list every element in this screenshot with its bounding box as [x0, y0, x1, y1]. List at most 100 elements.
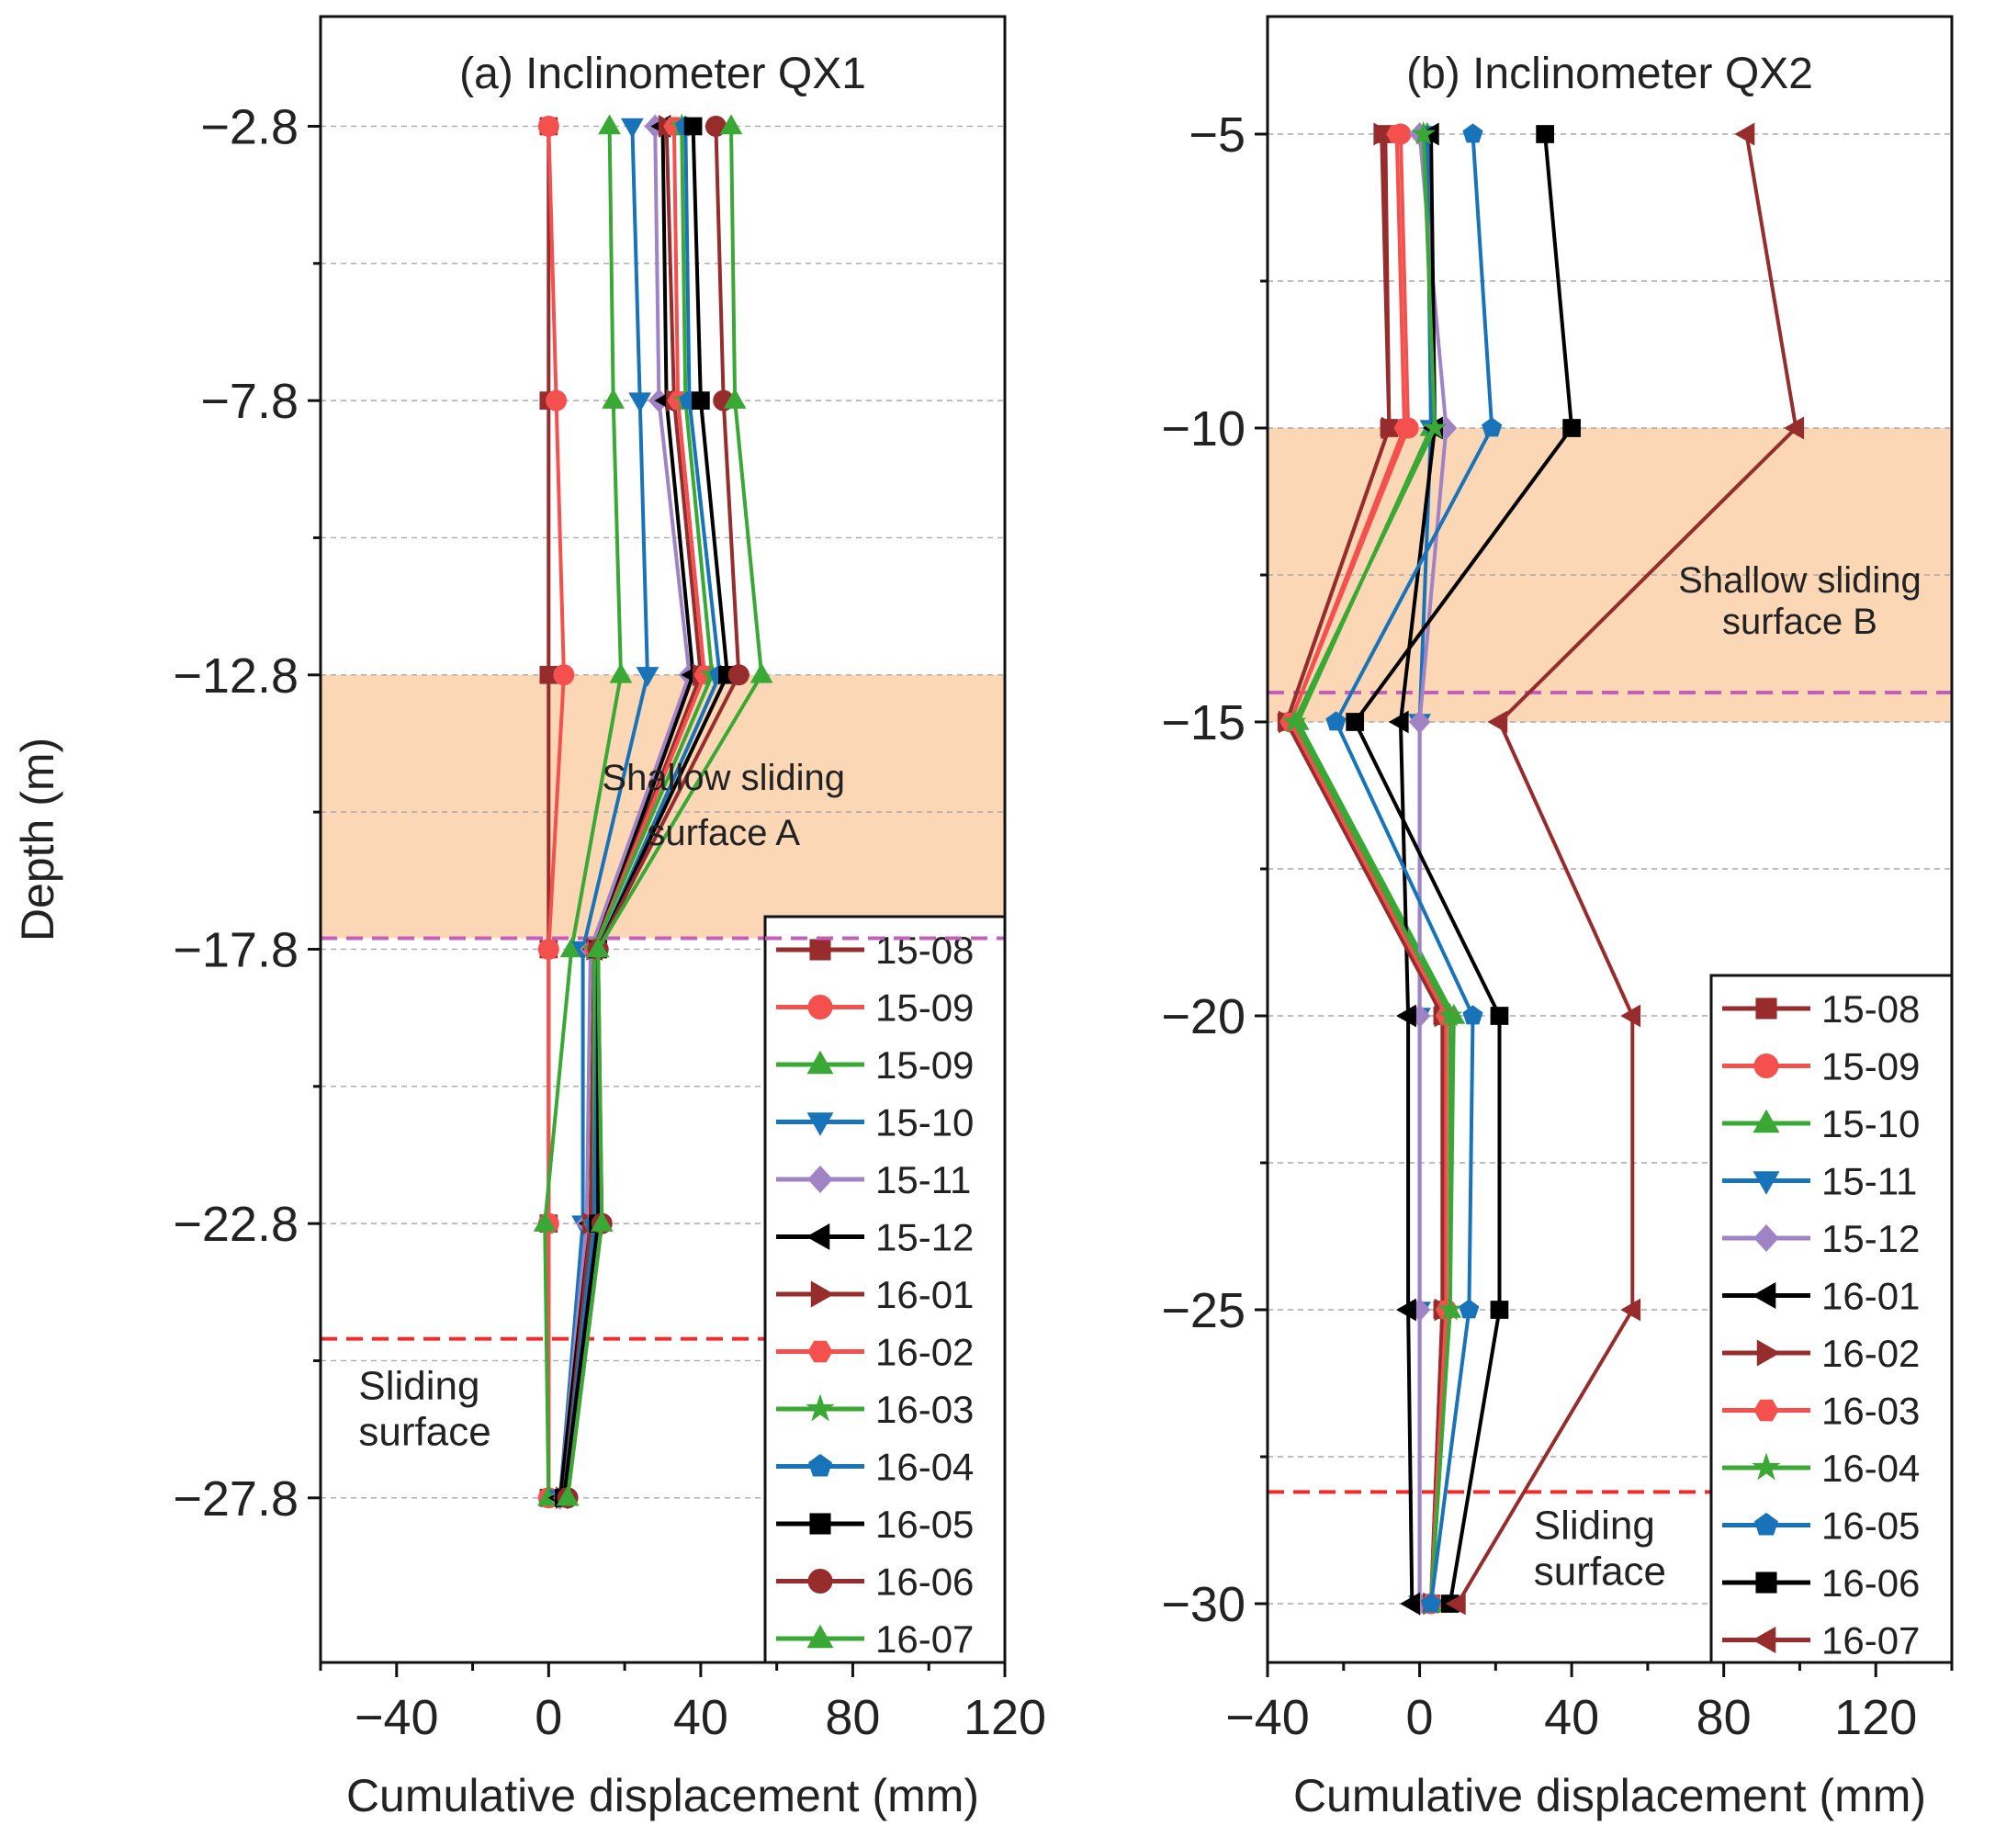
legend-label: 15-11: [1821, 1160, 1917, 1203]
data-point-16-04: [1437, 1296, 1463, 1321]
data-point-16-06: [727, 664, 750, 686]
series-line-16-07: [566, 126, 764, 1499]
x-tick-label: 0: [1406, 1690, 1434, 1745]
data-point-16-05: [1459, 1299, 1480, 1319]
data-point-16-05: [1325, 711, 1347, 731]
sliding-surface-label: Sliding: [1534, 1504, 1655, 1549]
sliding-surface-label: surface: [358, 1409, 490, 1454]
x-tick-label: 0: [535, 1690, 562, 1745]
legend-label: 16-06: [875, 1561, 974, 1604]
plot-frame: [1266, 15, 1954, 1664]
x-tick-label: 120: [1834, 1690, 1917, 1745]
data-point-16-05: [1482, 417, 1503, 437]
legend-marker-15-12: [1753, 1223, 1779, 1253]
data-point-16-01: [1395, 1298, 1416, 1322]
legend-label: 15-12: [875, 1216, 974, 1259]
legend-marker-16-02: [1756, 1339, 1781, 1367]
legend-label: 15-10: [875, 1101, 974, 1144]
series-line-15-10: [558, 126, 649, 1498]
data-point-16-04: [1422, 414, 1448, 439]
y-tick-label: −30: [1161, 1577, 1245, 1632]
data-point-16-04: [1437, 1002, 1463, 1027]
y-tick-label: −12.8: [173, 648, 299, 704]
legend-label: 16-04: [875, 1446, 974, 1489]
sliding-surface-label: surface: [1534, 1549, 1666, 1594]
series-line-16-07: [1456, 133, 1798, 1606]
legend-label: 16-05: [1821, 1504, 1920, 1548]
series-line-16-06: [1353, 133, 1574, 1605]
legend-marker-15-09: [806, 1050, 834, 1075]
legend-label: 15-09: [875, 986, 974, 1030]
shallow-sliding-label: Shallow sliding: [602, 758, 845, 798]
legend-marker-16-03: [1753, 1399, 1779, 1422]
data-point-16-07: [1784, 416, 1805, 440]
x-tick-label: 40: [1544, 1690, 1599, 1745]
y-tick-label: −27.8: [173, 1471, 299, 1527]
y-tick-label: −15: [1161, 695, 1245, 750]
data-point-16-07: [586, 937, 610, 958]
legend-label: 16-03: [1821, 1390, 1920, 1433]
legend-marker-15-10: [1753, 1109, 1780, 1133]
series-line-16-05: [561, 126, 729, 1499]
series-line-15-09: [543, 126, 623, 1498]
data-point-16-06: [1490, 1301, 1509, 1319]
legend-marker-16-02: [807, 1340, 833, 1363]
data-point-16-06: [1490, 1007, 1509, 1025]
x-axis-label: Cumulative displacement (mm): [346, 1770, 979, 1821]
series-line-16-04: [1292, 133, 1452, 1605]
legend-label: 16-02: [875, 1331, 974, 1374]
x-tick-label: 80: [1696, 1690, 1752, 1745]
series-line-15-09: [547, 126, 566, 1498]
legend-label: 16-01: [1821, 1275, 1920, 1318]
data-point-16-07: [1620, 1004, 1641, 1028]
data-point-16-07: [750, 662, 773, 683]
legend-label: 16-03: [875, 1388, 974, 1431]
y-tick-label: −5: [1189, 107, 1245, 163]
legend-marker-16-06: [807, 1569, 833, 1594]
legend-label: 16-04: [1821, 1447, 1920, 1490]
legend-marker-15-09: [807, 995, 833, 1020]
plot-frame: [319, 15, 1007, 1664]
data-point-16-07: [723, 388, 747, 409]
data-point-16-06: [1536, 125, 1554, 143]
data-point-15-09: [537, 115, 559, 137]
data-point-16-05: [1462, 1005, 1483, 1025]
legend-label: 16-06: [1821, 1561, 1920, 1605]
x-tick-label: 120: [964, 1690, 1046, 1745]
data-point-16-05: [1420, 1593, 1441, 1613]
x-tick-label: −40: [355, 1690, 439, 1745]
legend-marker-15-12: [806, 1223, 830, 1251]
series-line-15-12: [1417, 133, 1448, 1604]
legend-marker-16-07: [1752, 1626, 1776, 1654]
legend-marker-15-09: [1753, 1054, 1779, 1078]
data-point-16-02: [1381, 416, 1402, 440]
legend-marker-15-08: [809, 939, 831, 961]
y-axis-label: Depth (m): [12, 738, 63, 941]
data-point-15-12: [1408, 710, 1431, 734]
legend-label: 16-07: [875, 1617, 974, 1661]
legend-label: 15-11: [875, 1158, 971, 1201]
data-point-16-06: [1346, 713, 1365, 731]
data-point-16-07: [1445, 1592, 1466, 1616]
legend-marker-16-01: [1752, 1281, 1776, 1310]
data-point-16-07: [1620, 1298, 1641, 1322]
legend-marker-16-07: [806, 1624, 834, 1649]
series-line-15-11: [558, 126, 692, 1498]
y-tick-label: −17.8: [173, 922, 299, 977]
data-point-16-06: [1562, 419, 1581, 437]
y-tick-label: −25: [1161, 1283, 1245, 1338]
data-point-15-09: [546, 389, 568, 411]
x-tick-label: 80: [825, 1690, 880, 1745]
legend-marker-16-05: [1754, 1512, 1778, 1536]
shallow-sliding-label: surface A: [647, 813, 800, 853]
legend-label: 15-10: [1821, 1102, 1920, 1145]
y-tick-label: −10: [1161, 401, 1245, 456]
data-point-16-05: [683, 117, 703, 136]
data-point-16-07: [719, 114, 743, 135]
legend-marker-15-08: [1755, 997, 1777, 1020]
legend-marker-15-10: [806, 1112, 834, 1136]
data-point-16-04: [1281, 708, 1307, 733]
